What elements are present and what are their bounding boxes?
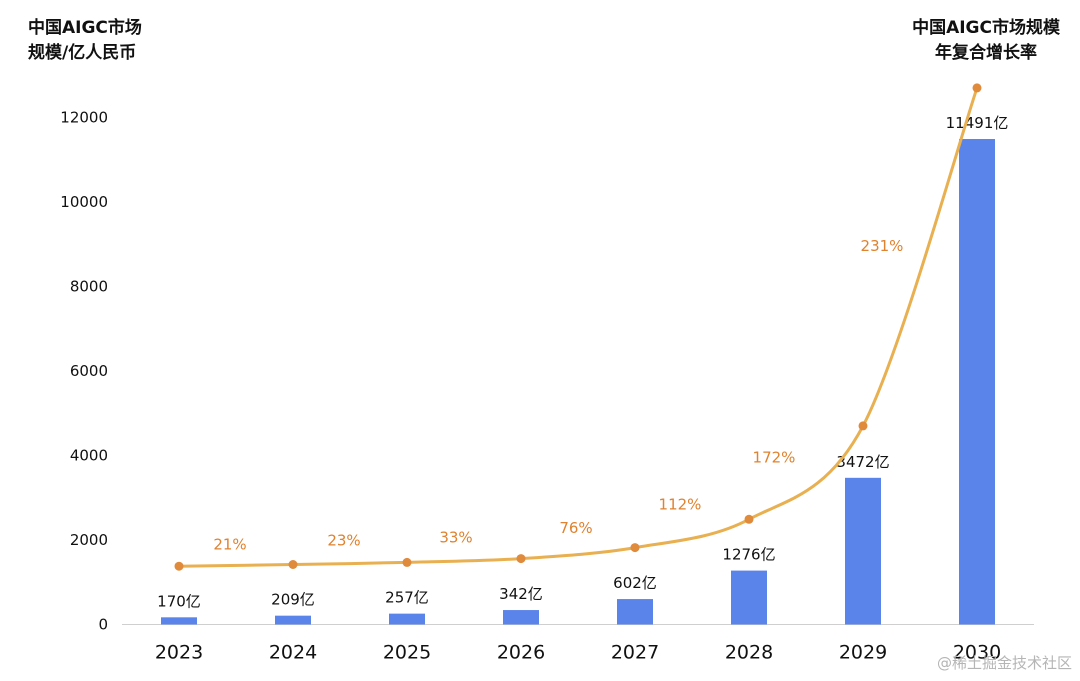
growth-rate-point xyxy=(288,560,298,570)
bar-value-label: 11491亿 xyxy=(946,114,1009,132)
bar-value-label: 602亿 xyxy=(613,574,657,592)
right-axis-title: 中国AIGC市场规模 年复合增长率 xyxy=(912,16,1060,66)
growth-rate-point xyxy=(174,561,184,571)
bar-value-label: 257亿 xyxy=(385,589,429,607)
x-tick-label: 2024 xyxy=(269,642,317,664)
growth-rate-point xyxy=(402,557,412,567)
growth-rate-point xyxy=(630,543,640,553)
growth-rate-label: 231% xyxy=(861,237,904,255)
y-tick-label: 6000 xyxy=(70,362,108,380)
right-axis-title-line-2: 年复合增长率 xyxy=(935,43,1038,63)
growth-rate-label: 112% xyxy=(659,495,702,513)
left-axis-title: 中国AIGC市场 规模/亿人民币 xyxy=(28,16,142,66)
growth-rate-label: 76% xyxy=(559,519,592,537)
bar-value-label: 1276亿 xyxy=(722,546,775,564)
x-tick-label: 2023 xyxy=(155,642,203,664)
bar-value-label: 170亿 xyxy=(157,592,201,610)
growth-rate-point xyxy=(972,83,982,93)
y-tick-label: 0 xyxy=(98,616,108,634)
x-tick-label: 2025 xyxy=(383,642,431,664)
left-axis-title-line-2: 规模/亿人民币 xyxy=(28,43,137,63)
x-tick-label: 2027 xyxy=(611,642,659,664)
left-axis-title-line-1: 中国AIGC市场 xyxy=(28,18,142,38)
y-tick-label: 4000 xyxy=(70,447,108,465)
bar xyxy=(389,613,425,625)
y-tick-label: 8000 xyxy=(70,278,108,296)
bar-value-label: 342亿 xyxy=(499,585,543,603)
watermark: @稀土掘金技术社区 xyxy=(936,654,1072,672)
y-tick-label: 10000 xyxy=(60,193,108,211)
growth-rate-point xyxy=(744,514,754,524)
growth-rate-label: 21% xyxy=(213,535,246,553)
bar xyxy=(731,570,767,625)
y-tick-label: 12000 xyxy=(60,109,108,127)
bar xyxy=(503,610,539,625)
bar xyxy=(275,615,311,625)
y-tick-label: 2000 xyxy=(70,531,108,549)
growth-rate-point xyxy=(858,421,868,431)
growth-rate-label: 23% xyxy=(327,531,360,549)
bar xyxy=(161,617,197,625)
x-tick-label: 2030 xyxy=(953,642,1001,664)
bar-value-label: 209亿 xyxy=(271,591,315,609)
growth-rate-point xyxy=(516,554,526,564)
x-tick-label: 2028 xyxy=(725,642,773,664)
growth-rate-line xyxy=(177,86,979,568)
bar xyxy=(617,599,653,625)
x-tick-label: 2026 xyxy=(497,642,545,664)
x-tick-label: 2029 xyxy=(839,642,887,664)
bar xyxy=(959,139,995,625)
right-axis-title-line-1: 中国AIGC市场规模 xyxy=(912,18,1060,38)
growth-rate-label: 172% xyxy=(753,449,796,467)
bar xyxy=(845,477,881,625)
bar-value-label: 3472亿 xyxy=(836,453,889,471)
growth-rate-label: 33% xyxy=(439,528,472,546)
